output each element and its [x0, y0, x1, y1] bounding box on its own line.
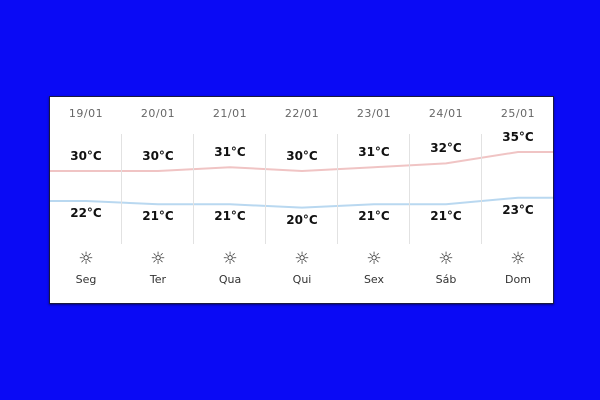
low-temp-label: 20°C [286, 212, 318, 227]
low-temp-label: 22°C [70, 206, 102, 220]
date-label: 19/01 [68, 107, 104, 120]
sun-icon: ☼ [78, 249, 94, 269]
weather-forecast-card: 19/01 30°C 22°C ☼ Seg 20/01 30°C 21°C ☼ Ter 21/01 3… [49, 96, 554, 304]
date-label: 22/01 [284, 107, 320, 120]
high-temp-label: 35°C [502, 130, 534, 144]
sun-icon: ☼ [366, 249, 382, 269]
high-temp-label: 32°C [430, 141, 462, 156]
date-label: 23/01 [356, 107, 392, 120]
low-temp-line [50, 196, 553, 209]
sun-icon: ☼ [150, 249, 166, 269]
sun-icon: ☼ [438, 249, 454, 269]
column-divider [265, 134, 266, 244]
temperature-chart [50, 151, 553, 209]
date-label: 21/01 [212, 107, 248, 120]
high-temp-label: 30°C [70, 149, 102, 163]
low-temp-label: 23°C [502, 202, 534, 217]
sun-icon: ☼ [222, 249, 238, 269]
day-label: Sáb [435, 273, 457, 286]
high-temp-line [50, 151, 553, 173]
low-temp-label: 21°C [430, 209, 462, 224]
day-label: Seg [75, 273, 97, 286]
high-temp-label: 30°C [142, 149, 174, 163]
day-label: Ter [149, 273, 167, 286]
column-divider [481, 134, 482, 244]
column-divider [121, 134, 122, 244]
day-label: Qua [218, 273, 242, 286]
date-label: 20/01 [140, 107, 176, 120]
column-divider [337, 134, 338, 244]
sun-icon: ☼ [294, 249, 310, 269]
sun-icon: ☼ [510, 249, 526, 269]
column-divider [193, 134, 194, 244]
high-temp-label: 31°C [358, 145, 390, 160]
low-temp-label: 21°C [358, 209, 390, 224]
day-label: Qui [292, 273, 312, 286]
high-temp-label: 30°C [286, 149, 318, 163]
day-label: Sex [363, 273, 385, 286]
low-temp-label: 21°C [214, 209, 246, 224]
high-temp-label: 31°C [214, 145, 246, 160]
date-label: 25/01 [500, 107, 536, 120]
low-temp-label: 21°C [142, 209, 174, 224]
column-divider [409, 134, 410, 244]
day-label: Dom [505, 273, 531, 286]
date-label: 24/01 [428, 107, 464, 120]
